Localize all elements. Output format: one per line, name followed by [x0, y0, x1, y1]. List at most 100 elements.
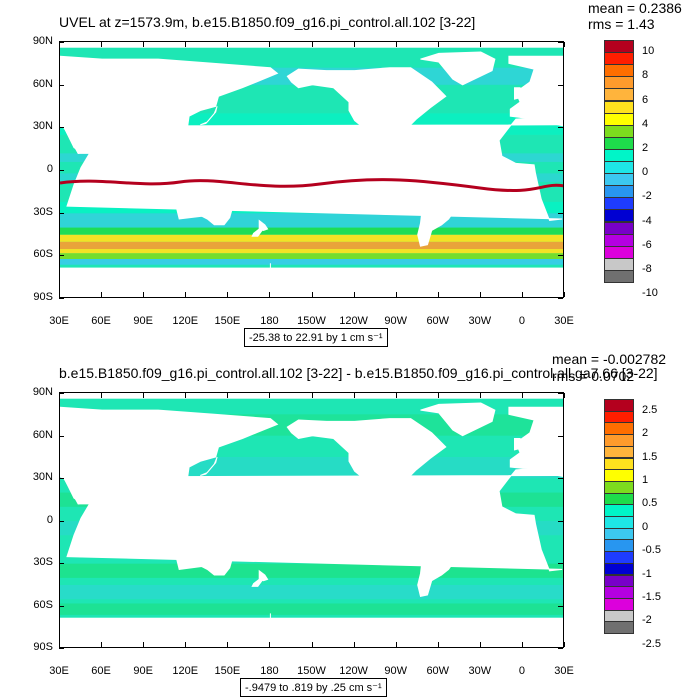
latitude-tick	[59, 435, 64, 437]
latitude-tick	[59, 563, 64, 564]
latitude-tick	[558, 84, 563, 86]
longitude-tick-label: 60E	[91, 665, 111, 677]
longitude-tick	[59, 642, 60, 647]
colorbar-tick-label: 10	[642, 45, 655, 58]
velocity-band	[60, 241, 563, 250]
latitude-tick	[558, 212, 563, 214]
longitude-tick-label: 30E	[49, 665, 69, 677]
longitude-tick-label: 150W	[297, 665, 326, 677]
longitude-tick-label: 90E	[133, 315, 153, 327]
land-polygon	[65, 474, 102, 504]
longitude-tick-label: 30W	[468, 315, 492, 327]
top-mean-value: mean = 0.2386	[588, 0, 682, 16]
top-range-label: -25.38 to 22.91 by 1 cm s⁻¹	[244, 328, 388, 347]
land-polygon	[170, 159, 186, 177]
latitude-tick	[59, 212, 64, 214]
colorbar-swatch	[604, 621, 634, 634]
longitude-tick-label: 180	[260, 315, 279, 327]
colorbar-tick-label: -2	[642, 190, 652, 203]
longitude-tick-label: 90W	[384, 665, 407, 677]
longitude-tick-label: 90W	[384, 315, 407, 327]
latitude-tick	[558, 298, 563, 299]
longitude-tick-label: 150E	[214, 315, 241, 327]
land-polygon	[61, 117, 563, 222]
longitude-tick	[143, 642, 145, 647]
longitude-tick	[227, 642, 229, 647]
longitude-tick	[479, 642, 481, 647]
longitude-tick	[353, 393, 355, 398]
longitude-tick	[269, 642, 271, 647]
land-polygon	[170, 510, 186, 528]
longitude-tick	[59, 42, 60, 47]
latitude-tick	[59, 605, 64, 607]
longitude-tick-label: 150E	[214, 665, 241, 677]
longitude-tick	[185, 292, 187, 297]
longitude-tick	[521, 42, 523, 47]
longitude-tick	[101, 393, 103, 398]
longitude-tick	[185, 393, 187, 398]
latitude-tick	[558, 435, 563, 437]
longitude-tick-label: 120E	[172, 315, 199, 327]
bottom-mean-value: mean = -0.002782	[552, 351, 667, 367]
longitude-tick	[479, 42, 481, 47]
colorbar-tick-label: 6	[642, 93, 649, 106]
longitude-tick-label: 180	[260, 665, 279, 677]
latitude-tick-label: 60N	[32, 77, 53, 90]
longitude-tick	[185, 42, 187, 47]
colorbar-tick-label: 1.5	[642, 450, 658, 463]
land-polygon	[286, 67, 447, 160]
longitude-tick-label: 60E	[91, 315, 111, 327]
colorbar-tick-label: -10	[642, 287, 658, 300]
longitude-tick	[269, 42, 271, 47]
colorbar-tick-label: 8	[642, 69, 649, 82]
longitude-tick	[311, 393, 313, 398]
velocity-band	[60, 234, 563, 242]
latitude-tick	[558, 648, 563, 649]
land-polygon	[420, 402, 496, 437]
colorbar-tick-label: 4	[642, 117, 649, 130]
longitude-tick	[395, 393, 397, 398]
longitude-tick	[437, 642, 439, 647]
velocity-band	[60, 603, 563, 615]
land-polygon	[200, 456, 218, 476]
longitude-tick	[521, 393, 523, 398]
land-polygon	[175, 536, 234, 576]
longitude-tick	[269, 393, 271, 398]
land-polygon	[200, 521, 230, 535]
latitude-tick-label: 60S	[33, 248, 53, 261]
latitude-tick	[558, 393, 563, 394]
longitude-tick	[353, 292, 355, 297]
longitude-tick	[143, 393, 145, 398]
longitude-tick-label: 120E	[172, 665, 199, 677]
longitude-tick	[227, 42, 229, 47]
land-polygon	[251, 228, 263, 237]
longitude-tick	[564, 42, 565, 47]
top-plot-title: UVEL at z=1573.9m, b.e15.B1850.f09_g16.p…	[59, 14, 476, 30]
land-polygon	[258, 569, 269, 582]
longitude-tick	[353, 42, 355, 47]
colorbar-tick-label: -1	[642, 567, 652, 580]
colorbar-tick-label: 2.5	[642, 403, 658, 416]
colorbar-tick-label: -8	[642, 262, 652, 275]
longitude-tick-label: 30E	[49, 315, 69, 327]
longitude-tick	[101, 292, 103, 297]
land-polygon	[61, 467, 563, 572]
latitude-tick	[558, 605, 563, 607]
latitude-tick	[59, 478, 64, 479]
longitude-tick-label: 120W	[339, 665, 368, 677]
colorbar-swatch	[604, 269, 634, 283]
velocity-band	[60, 259, 563, 265]
longitude-tick	[353, 642, 355, 647]
longitude-tick	[185, 642, 187, 647]
land-polygon	[78, 539, 89, 558]
longitude-tick	[101, 642, 103, 647]
bottom-map	[59, 392, 564, 648]
latitude-tick-label: 0	[46, 163, 53, 175]
latitude-tick-label: 60N	[32, 428, 53, 441]
latitude-tick-label: 60S	[33, 598, 53, 611]
colorbar-tick-label: 2	[642, 141, 649, 154]
colorbar-tick-label: -6	[642, 238, 652, 251]
longitude-tick	[395, 642, 397, 647]
latitude-tick-label: 30S	[33, 205, 53, 218]
top-rms-value: rms = 1.43	[588, 16, 655, 32]
